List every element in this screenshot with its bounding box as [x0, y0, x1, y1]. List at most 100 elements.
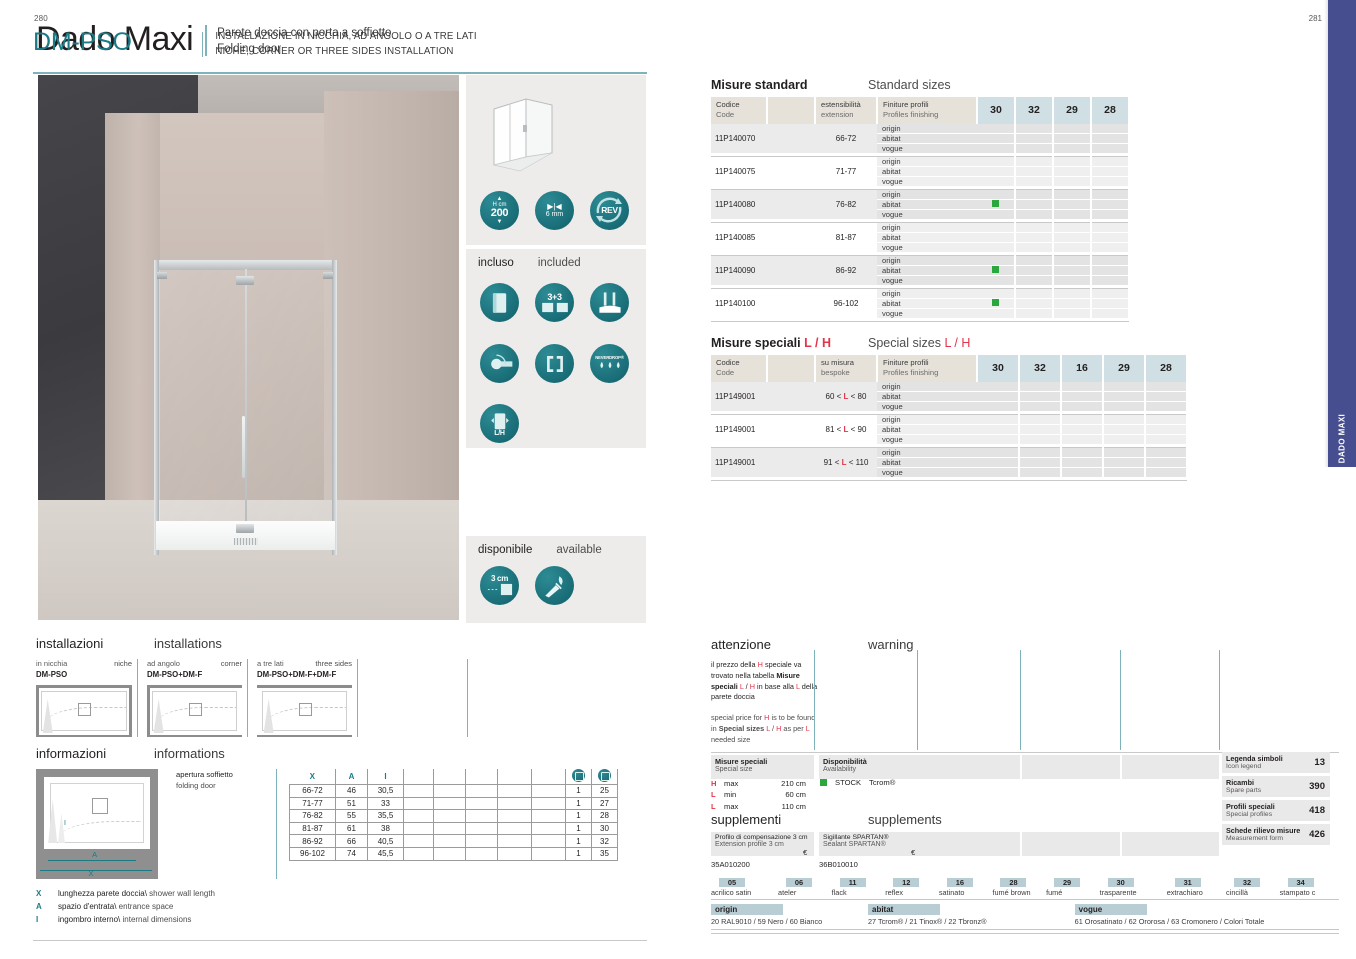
- price-cell-0-abitat-29[interactable]: [1103, 391, 1146, 402]
- price-cell-3-abitat-28[interactable]: [1091, 232, 1130, 243]
- price-cell-1-vogue-16[interactable]: [1061, 434, 1104, 445]
- price-cell-3-origin-28[interactable]: [1091, 222, 1130, 233]
- price-cell-3-vogue-28[interactable]: [1091, 242, 1130, 253]
- price-cell-3-origin-29[interactable]: [1053, 222, 1092, 233]
- price-cell-1-vogue-28[interactable]: [1145, 434, 1188, 445]
- price-cell-3-abitat-30[interactable]: [977, 232, 1016, 243]
- price-cell-1-origin-29[interactable]: [1103, 414, 1146, 425]
- price-cell-4-origin-28[interactable]: [1091, 255, 1130, 266]
- glass-swatch-32[interactable]: 32 cincillà: [1226, 878, 1280, 897]
- price-cell-4-abitat-28[interactable]: [1091, 265, 1130, 276]
- price-cell-5-abitat-29[interactable]: [1053, 298, 1092, 309]
- price-cell-1-abitat-16[interactable]: [1061, 424, 1104, 435]
- price-cell-4-origin-32[interactable]: [1015, 255, 1054, 266]
- price-cell-1-abitat-30[interactable]: [977, 424, 1020, 435]
- price-cell-2-origin-28[interactable]: [1091, 189, 1130, 200]
- price-cell-1-abitat-32[interactable]: [1015, 166, 1054, 177]
- price-cell-2-vogue-32[interactable]: [1015, 209, 1054, 220]
- price-cell-4-abitat-29[interactable]: [1053, 265, 1092, 276]
- price-cell-2-vogue-30[interactable]: [977, 467, 1020, 478]
- price-cell-2-abitat-28[interactable]: [1145, 457, 1188, 468]
- glass-swatch-05[interactable]: 05 acrilico satin: [711, 878, 778, 897]
- glass-swatch-31[interactable]: 31 extrachiaro: [1167, 878, 1226, 897]
- price-cell-5-vogue-32[interactable]: [1015, 308, 1054, 319]
- price-cell-4-vogue-29[interactable]: [1053, 275, 1092, 286]
- price-cell-3-abitat-32[interactable]: [1015, 232, 1054, 243]
- price-cell-0-abitat-16[interactable]: [1061, 391, 1104, 402]
- price-cell-2-abitat-29[interactable]: [1103, 457, 1146, 468]
- price-cell-2-origin-30[interactable]: [977, 189, 1016, 200]
- price-cell-5-vogue-29[interactable]: [1053, 308, 1092, 319]
- price-cell-1-abitat-28[interactable]: [1091, 166, 1130, 177]
- price-cell-4-vogue-30[interactable]: [977, 275, 1016, 286]
- glass-swatch-16[interactable]: 16 satinato: [939, 878, 993, 897]
- price-cell-1-abitat-30[interactable]: [977, 166, 1016, 177]
- price-cell-5-abitat-30[interactable]: [977, 298, 1016, 309]
- price-cell-0-origin-29[interactable]: [1103, 381, 1146, 392]
- price-cell-4-abitat-30[interactable]: [977, 265, 1016, 276]
- price-cell-1-vogue-32[interactable]: [1019, 434, 1062, 445]
- price-cell-1-abitat-32[interactable]: [1019, 424, 1062, 435]
- price-cell-1-vogue-29[interactable]: [1103, 434, 1146, 445]
- price-cell-2-vogue-28[interactable]: [1145, 467, 1188, 478]
- price-cell-1-origin-16[interactable]: [1061, 414, 1104, 425]
- glass-swatch-30[interactable]: 30 trasparente: [1100, 878, 1167, 897]
- price-cell-1-vogue-30[interactable]: [977, 434, 1020, 445]
- price-cell-3-vogue-30[interactable]: [977, 242, 1016, 253]
- finish-family-abitat[interactable]: abitat 27 Tcrom® / 21 Tinox® / 22 Tbronz®: [868, 904, 1075, 926]
- price-cell-4-vogue-28[interactable]: [1091, 275, 1130, 286]
- price-cell-2-abitat-28[interactable]: [1091, 199, 1130, 210]
- price-cell-0-origin-32[interactable]: [1015, 123, 1054, 134]
- glass-swatch-06[interactable]: 06 ateler: [778, 878, 832, 897]
- price-cell-0-abitat-28[interactable]: [1145, 391, 1188, 402]
- price-cell-0-origin-30[interactable]: [977, 123, 1016, 134]
- price-cell-2-abitat-30[interactable]: [977, 199, 1016, 210]
- price-cell-0-origin-32[interactable]: [1019, 381, 1062, 392]
- legend-item-3[interactable]: Schede rilievo misure Measurement form 426: [1222, 824, 1330, 845]
- price-cell-3-origin-32[interactable]: [1015, 222, 1054, 233]
- glass-swatch-28[interactable]: 28 fumé brown: [992, 878, 1046, 897]
- price-cell-4-abitat-32[interactable]: [1015, 265, 1054, 276]
- price-cell-0-origin-30[interactable]: [977, 381, 1020, 392]
- price-cell-2-vogue-28[interactable]: [1091, 209, 1130, 220]
- finish-family-vogue[interactable]: vogue 61 Orosatinato / 62 Ororosa / 63 Cr…: [1074, 904, 1339, 926]
- price-cell-3-vogue-32[interactable]: [1015, 242, 1054, 253]
- price-cell-0-vogue-16[interactable]: [1061, 401, 1104, 412]
- price-cell-5-origin-28[interactable]: [1091, 288, 1130, 299]
- price-cell-5-abitat-28[interactable]: [1091, 298, 1130, 309]
- price-cell-5-origin-30[interactable]: [977, 288, 1016, 299]
- price-cell-1-vogue-28[interactable]: [1091, 176, 1130, 187]
- price-cell-0-abitat-30[interactable]: [977, 133, 1016, 144]
- price-cell-0-origin-28[interactable]: [1091, 123, 1130, 134]
- price-cell-4-vogue-32[interactable]: [1015, 275, 1054, 286]
- price-cell-0-vogue-28[interactable]: [1145, 401, 1188, 412]
- price-cell-3-origin-30[interactable]: [977, 222, 1016, 233]
- price-cell-0-abitat-29[interactable]: [1053, 133, 1092, 144]
- price-cell-5-abitat-32[interactable]: [1015, 298, 1054, 309]
- price-cell-0-vogue-32[interactable]: [1019, 401, 1062, 412]
- finish-family-origin[interactable]: origin 20 RAL9010 / 59 Nero / 60 Bianco: [711, 904, 868, 926]
- price-cell-0-vogue-30[interactable]: [977, 143, 1016, 154]
- price-cell-2-origin-29[interactable]: [1103, 447, 1146, 458]
- price-cell-1-origin-28[interactable]: [1091, 156, 1130, 167]
- price-cell-2-origin-32[interactable]: [1019, 447, 1062, 458]
- price-cell-1-origin-32[interactable]: [1015, 156, 1054, 167]
- price-cell-3-abitat-29[interactable]: [1053, 232, 1092, 243]
- price-cell-0-vogue-28[interactable]: [1091, 143, 1130, 154]
- price-cell-1-abitat-28[interactable]: [1145, 424, 1188, 435]
- price-cell-2-origin-32[interactable]: [1015, 189, 1054, 200]
- price-cell-4-origin-30[interactable]: [977, 255, 1016, 266]
- price-cell-0-vogue-32[interactable]: [1015, 143, 1054, 154]
- price-cell-0-abitat-28[interactable]: [1091, 133, 1130, 144]
- price-cell-2-abitat-32[interactable]: [1015, 199, 1054, 210]
- price-cell-1-origin-32[interactable]: [1019, 414, 1062, 425]
- price-cell-5-origin-29[interactable]: [1053, 288, 1092, 299]
- price-cell-0-abitat-32[interactable]: [1015, 133, 1054, 144]
- price-cell-1-origin-30[interactable]: [977, 156, 1016, 167]
- price-cell-1-abitat-29[interactable]: [1053, 166, 1092, 177]
- glass-swatch-11[interactable]: 11 flack: [832, 878, 886, 897]
- price-cell-1-vogue-32[interactable]: [1015, 176, 1054, 187]
- price-cell-0-origin-29[interactable]: [1053, 123, 1092, 134]
- glass-swatch-34[interactable]: 34 stampato c: [1280, 878, 1339, 897]
- legend-item-2[interactable]: Profili speciali Special profiles 418: [1222, 800, 1330, 821]
